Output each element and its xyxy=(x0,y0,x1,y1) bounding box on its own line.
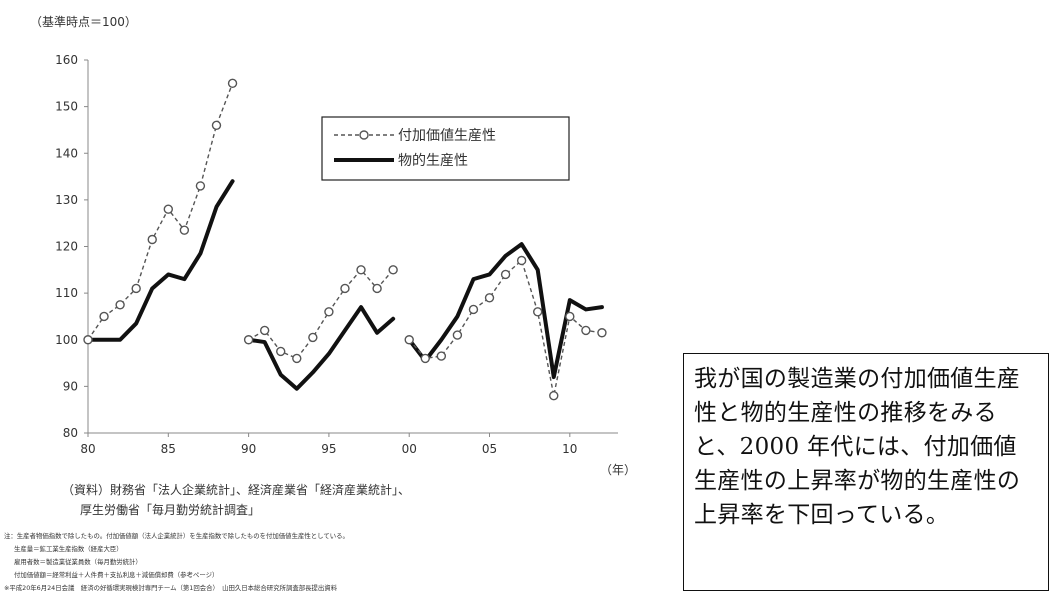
y-tick-label: 160 xyxy=(55,53,78,67)
value-added-point xyxy=(356,265,366,275)
y-tick-label: 100 xyxy=(55,333,78,347)
legend-label-value-added: 付加価値生産性 xyxy=(398,128,496,144)
value-added-point xyxy=(259,325,270,336)
value-added-point xyxy=(404,335,414,345)
value-added-point xyxy=(115,300,125,310)
x-tick-label: 10 xyxy=(562,442,577,456)
value-added-point xyxy=(243,335,254,345)
value-added-point xyxy=(500,269,511,280)
x-tick-label: 95 xyxy=(321,442,336,456)
y-tick-label: 150 xyxy=(55,100,78,114)
legend-label-physical: 物的生産性 xyxy=(398,153,468,169)
value-added-point xyxy=(211,120,222,130)
x-tick-label: 85 xyxy=(161,442,176,456)
productivity-line-chart: （基準時点＝100） （年） 80 90 100 110 120 130 140 150 160… xyxy=(4,14,636,592)
value-added-point xyxy=(340,283,350,294)
value-added-point xyxy=(83,335,93,345)
value-added-point xyxy=(99,311,109,322)
y-ticks: 80 90 100 110 120 130 140 150 160 xyxy=(55,53,88,440)
value-added-point xyxy=(388,265,398,275)
value-added-point xyxy=(179,225,190,235)
x-tick-label: 00 xyxy=(402,442,417,456)
source-line-1: （資料）財務省「法人企業統計」、経済産業省「経済産業統計」、 xyxy=(62,482,410,497)
value-added-point xyxy=(372,283,382,294)
y-tick-label: 120 xyxy=(55,240,78,254)
source-line-2: 厚生労働省「毎月勤労統計調査」 xyxy=(80,502,260,517)
value-added-point xyxy=(276,346,286,357)
y-axis-unit-label: （基準時点＝100） xyxy=(30,14,137,29)
series-line-value-added-productivity xyxy=(87,83,234,341)
footnote-1: 注：生産者物価指数で除したもの。付加価値額（法人企業統計）を生産指数で除したもの… xyxy=(4,531,349,540)
value-added-point xyxy=(452,330,463,340)
x-tick-label: 05 xyxy=(482,442,497,456)
value-added-point xyxy=(436,351,447,361)
x-ticks: 80 85 90 95 00 05 10 xyxy=(80,433,577,456)
value-added-point xyxy=(597,328,607,338)
value-added-point xyxy=(147,234,157,245)
y-tick-label: 90 xyxy=(63,379,78,393)
value-added-point xyxy=(468,304,479,315)
value-added-point xyxy=(484,293,495,303)
commentary-text: 我が国の製造業の付加価値生産性と物的生産性の推移をみると、2000 年代には、付… xyxy=(694,366,1021,528)
series-line-value-added-productivity xyxy=(248,268,394,360)
series-layer xyxy=(83,78,607,401)
value-added-point xyxy=(292,353,302,364)
value-added-point xyxy=(195,181,206,191)
commentary-box: 我が国の製造業の付加価値生産性と物的生産性の推移をみると、2000 年代には、付… xyxy=(683,353,1049,591)
y-tick-label: 140 xyxy=(55,146,78,160)
value-added-point xyxy=(549,391,559,401)
footnote-4: 付加価値額＝経常利益＋人件費＋支払利息＋減価償却費（参考ページ） xyxy=(14,570,218,579)
series-line-physical-productivity xyxy=(246,305,396,391)
value-added-point xyxy=(227,78,238,89)
x-tick-label: 90 xyxy=(241,442,256,456)
y-tick-label: 80 xyxy=(63,426,78,440)
value-added-point xyxy=(420,353,430,364)
footnote-3: 雇用者数＝製造業従業員数（毎月勤労統計） xyxy=(14,557,142,566)
series-line-physical-productivity xyxy=(86,179,235,342)
value-added-point xyxy=(324,307,334,317)
series-line-value-added-productivity xyxy=(408,259,603,396)
footnote-2: 生産量＝鉱工業生産指数（経産大臣） xyxy=(14,544,123,553)
legend-box xyxy=(321,116,570,181)
value-added-point xyxy=(516,255,527,266)
legend-marker-value-added-dot xyxy=(359,130,369,140)
y-tick-label: 110 xyxy=(55,286,78,300)
x-axis-unit-label: （年） xyxy=(600,463,636,477)
footnote-5: ※平成20年6月24日会議 経済の好循環実現検討専門チーム（第1回会合） 山田久… xyxy=(4,583,338,592)
value-added-point xyxy=(532,307,543,317)
value-added-point xyxy=(131,283,141,294)
y-tick-label: 130 xyxy=(55,193,78,207)
x-tick-label: 80 xyxy=(80,442,95,456)
value-added-point xyxy=(565,311,575,322)
value-added-point xyxy=(581,325,591,336)
legend: 付加価値生産性 物的生産性 xyxy=(321,116,570,181)
value-added-point xyxy=(163,204,174,214)
value-added-point xyxy=(308,332,318,343)
series-line-physical-productivity xyxy=(407,242,604,380)
